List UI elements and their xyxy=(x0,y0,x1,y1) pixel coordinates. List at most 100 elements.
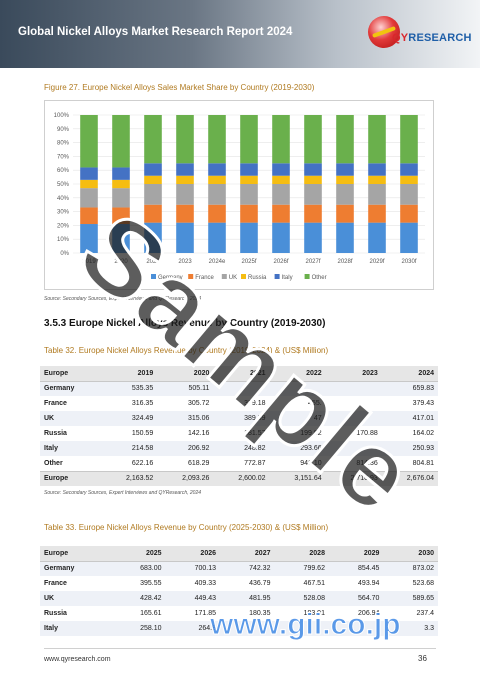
legend-label: Germany xyxy=(158,275,183,281)
value-cell xyxy=(325,441,382,456)
value-cell: 618.29 xyxy=(187,459,210,467)
figure-caption: Figure 27. Europe Nickel Alloys Sales Ma… xyxy=(44,83,315,92)
bar-segment xyxy=(80,167,98,180)
value-cell: 237.4 xyxy=(416,610,434,617)
bar-segment xyxy=(144,163,162,176)
bar-segment xyxy=(80,179,98,189)
table33-caption: Table 33. Europe Nickel Alloys Revenue b… xyxy=(44,523,329,532)
value-cell: 467.51 xyxy=(303,580,325,587)
bar-segment xyxy=(176,115,194,164)
legend-swatch xyxy=(241,274,246,279)
country-cell: Europe xyxy=(40,470,102,486)
table-row: France 316.35 305.72 379.18 455. 379.43 xyxy=(40,396,438,411)
legend-swatch xyxy=(304,274,310,279)
year-header: 2028 xyxy=(274,546,329,562)
chart-container: 0% 10% 20% 30% 40% 50% 60% 70% 80% 90% 100% 2019 202… xyxy=(44,100,434,290)
year-header: 2026 xyxy=(165,546,220,562)
legend-swatch xyxy=(274,274,280,279)
y-tick-label: 40% xyxy=(57,196,70,202)
year-header: 2030 xyxy=(383,546,438,562)
x-tick-label: 2023 xyxy=(178,259,192,265)
bar-segment xyxy=(336,163,354,176)
table-header-row: Europe 2025 2026 2027 2028 2029 2030 xyxy=(40,546,438,562)
value-cell: 2,163.52 xyxy=(101,470,158,486)
value-cell: 142.16 xyxy=(187,430,210,437)
header-band xyxy=(0,0,480,68)
value-cell xyxy=(213,381,270,396)
y-tick-label: 10% xyxy=(57,237,70,243)
bar-segment xyxy=(400,184,418,205)
x-tick-label: 2027f xyxy=(305,259,320,265)
bar-segment xyxy=(304,115,322,164)
x-tick-label: 2020 xyxy=(114,259,128,265)
y-tick-label: 60% xyxy=(57,168,70,174)
bar-segment xyxy=(240,163,258,176)
bar-segment xyxy=(400,115,418,164)
bar-segment xyxy=(240,175,258,184)
value-cell: 165.61 xyxy=(140,610,162,617)
table32: Europe 2019 2020 2021 2022 2023 2024 Germany 535… xyxy=(40,366,438,486)
table-row: Other 622.16 618.29 772.87 946.10 814.36 804.8… xyxy=(40,456,438,471)
table-header-row: Europe 2019 2020 2021 2022 2023 2024 xyxy=(40,366,438,382)
value-cell xyxy=(325,381,382,396)
bar-segment xyxy=(176,204,194,223)
bar-segment xyxy=(304,222,322,253)
region-header: Europe xyxy=(40,546,112,562)
value-cell: 700.13 xyxy=(165,561,220,576)
qyresearch-logo: QYRESEARCH xyxy=(368,16,472,56)
bar-segment xyxy=(400,163,418,176)
bar-segment xyxy=(176,175,194,184)
bar-segment xyxy=(80,188,98,208)
value-cell xyxy=(328,621,384,636)
value-cell: 258.10 xyxy=(111,621,166,636)
bar-segment xyxy=(272,175,290,184)
legend-label: Russia xyxy=(248,275,267,281)
value-cell: 164.02 xyxy=(412,430,434,437)
value-cell: 389.59 xyxy=(213,411,270,426)
legend-swatch xyxy=(151,274,156,279)
year-header: 2029 xyxy=(328,546,384,562)
bar-segment xyxy=(272,222,290,253)
bar-segment xyxy=(80,207,98,225)
bar-segment xyxy=(176,163,194,176)
value-cell: 622.16 xyxy=(131,459,154,467)
bar-segment xyxy=(144,204,162,223)
value-cell: 683.00 xyxy=(111,561,166,576)
bar-segment xyxy=(208,115,226,164)
legend-label: France xyxy=(195,275,214,281)
value-cell: 449.43 xyxy=(165,591,220,606)
region-header: Europe xyxy=(40,366,102,382)
x-tick-label: 2028f xyxy=(337,259,352,265)
value-cell: 814.36 xyxy=(356,459,378,467)
table-row: Italy 214.58 206.92 248.82 293.66 250.93 xyxy=(40,441,438,456)
value-cell: 264.8 xyxy=(165,621,220,636)
value-cell: 455. xyxy=(308,400,322,407)
bar-segment xyxy=(80,224,98,253)
value-cell: 428.42 xyxy=(111,591,166,606)
bar-segment xyxy=(400,204,418,223)
bar-segment xyxy=(336,184,354,205)
bar-segment xyxy=(336,222,354,253)
table-row: France 395.55 409.33 436.79 467.51 493.94 523.… xyxy=(40,576,438,591)
value-cell: 248.82 xyxy=(213,441,270,456)
country-cell: Italy xyxy=(40,441,102,456)
table-row: Europe 2,163.52 2,093.26 2,600.02 3,151.64 2,… xyxy=(40,470,438,486)
country-cell: Germany xyxy=(40,381,102,396)
country-cell: France xyxy=(44,580,67,587)
value-cell: 250.93 xyxy=(381,441,438,456)
year-header: 2020 xyxy=(157,366,214,382)
year-header: 2022 xyxy=(269,366,326,382)
stacked-bar-chart: 0% 10% 20% 30% 40% 50% 60% 70% 80% 90% 100% 2019 202… xyxy=(54,113,425,281)
bar-segment xyxy=(272,163,290,176)
bar-segment xyxy=(368,163,386,176)
value-cell: 315.06 xyxy=(157,411,214,426)
value-cell xyxy=(220,621,275,636)
value-cell: 206.94 xyxy=(358,610,380,617)
legend-label: UK xyxy=(229,275,237,281)
value-cell xyxy=(269,381,326,396)
value-cell: 564.70 xyxy=(328,591,384,606)
logo-suffix: RESEARCH xyxy=(408,32,472,44)
bar-segment xyxy=(208,204,226,223)
value-cell: 535.35 xyxy=(101,381,158,396)
bar-segment xyxy=(208,163,226,176)
